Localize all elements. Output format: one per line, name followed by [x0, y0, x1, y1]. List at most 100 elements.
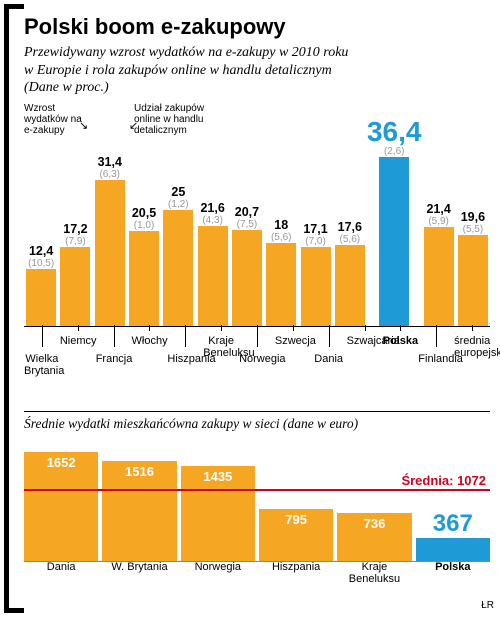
bar-value: 12,4 — [29, 245, 53, 258]
frame-bottom — [4, 608, 24, 613]
bar-label: Polska — [416, 558, 490, 585]
bar-column: 20,7(7,5) — [230, 206, 264, 327]
bar-value: 18 — [274, 219, 288, 232]
label-column: Norwegia — [239, 331, 275, 391]
bar-label: Szwajcaria — [347, 335, 383, 347]
tick — [42, 325, 43, 347]
bar-subvalue: (4,3) — [202, 216, 223, 226]
bar-column: 1516 — [102, 461, 176, 562]
label-column: Dania — [311, 331, 347, 391]
bar-subvalue: (5,6) — [340, 235, 361, 245]
bar — [60, 247, 90, 327]
bar-value: 25 — [171, 186, 185, 199]
bar-column: 795 — [259, 509, 333, 562]
bar: 736 — [337, 513, 411, 562]
bar-label: Hiszpania — [259, 558, 333, 585]
tick — [293, 325, 294, 331]
bar-subvalue: (7,0) — [305, 237, 326, 247]
bar — [163, 210, 193, 327]
bar-subvalue: (1,2) — [168, 200, 189, 210]
bar-column: 21,6(4,3) — [195, 202, 229, 327]
bar: 1652 — [24, 452, 98, 562]
bar-value: 17,2 — [63, 223, 87, 236]
bar-value: 20,7 — [235, 206, 259, 219]
bar-label: średnia europejska — [454, 335, 490, 359]
label-column: Hiszpania — [167, 331, 203, 391]
bar-column: 21,4(5,9) — [421, 203, 455, 327]
bar-highlight — [379, 157, 409, 327]
bar-column: 25(1,2) — [161, 186, 195, 327]
bar-value: 795 — [259, 512, 333, 527]
bar — [458, 235, 488, 327]
subtitle: Przewidywany wzrost wydatków na e-zakupy… — [24, 44, 490, 97]
tick — [185, 325, 186, 347]
bar-subvalue: (10,5) — [28, 259, 54, 269]
bar-value: 19,6 — [461, 211, 485, 224]
label-column: Niemcy — [60, 331, 96, 391]
bar-column: 736 — [337, 513, 411, 562]
bar-column: 12,4(10,5) — [24, 245, 58, 327]
bar — [95, 180, 125, 327]
bar — [26, 269, 56, 327]
label-column: Finlandia — [418, 331, 454, 391]
bar — [129, 231, 159, 327]
bar-value: 17,1 — [303, 223, 327, 236]
bar-subvalue: (5,9) — [428, 217, 449, 227]
bar: 1516 — [102, 461, 176, 562]
tick — [436, 325, 437, 347]
bar-label: Szwecja — [275, 335, 311, 347]
bar-value: 367 — [416, 510, 490, 538]
bar-subvalue: (2,6) — [384, 147, 405, 157]
bar-label: Norwegia — [239, 353, 275, 365]
bar-column: 1652 — [24, 452, 98, 562]
bar — [232, 230, 262, 327]
bar-value: 1652 — [24, 455, 98, 470]
bar-label: Wielka Brytania — [24, 353, 60, 377]
label-column: Kraje Beneluksu — [203, 331, 239, 391]
tick — [400, 325, 401, 331]
bar — [198, 226, 228, 327]
tick — [78, 325, 79, 331]
bar-label: Kraje Beneluksu — [203, 335, 239, 359]
bar-value: 736 — [337, 516, 411, 531]
tick — [221, 325, 222, 331]
label-column: Polska — [382, 331, 418, 391]
bar-value: 31,4 — [98, 156, 122, 169]
subtitle-line2: w Europie i rola zakupów online w handlu… — [24, 63, 332, 78]
subtitle-line3: (Dane w proc.) — [24, 80, 109, 95]
bar-column: 31,4(6,3) — [93, 156, 127, 327]
bar-label: Włochy — [132, 335, 168, 347]
bar-column: 17,6(5,6) — [333, 221, 367, 327]
bar-value: 21,4 — [426, 203, 450, 216]
label-column: Francja — [96, 331, 132, 391]
label-column: Szwajcaria — [347, 331, 383, 391]
chart2-title: Średnie wydatki mieszkańcówna zakupy w s… — [24, 411, 490, 432]
bar-label: W. Brytania — [102, 558, 176, 585]
bar-label: Norwegia — [181, 558, 255, 585]
chart-2-section: Średnie wydatki mieszkańcówna zakupy w s… — [24, 411, 490, 586]
bar-value: 1435 — [181, 469, 255, 484]
bar-column: 17,2(7,9) — [58, 223, 92, 327]
credit: ŁR — [481, 600, 494, 611]
tick — [114, 325, 115, 347]
bar-subvalue: (7,9) — [65, 237, 86, 247]
bar-column: 19,6(5,5) — [456, 211, 490, 327]
tick — [149, 325, 150, 331]
bar-subvalue: (1,0) — [134, 221, 155, 231]
average-label: Średnia: 1072 — [401, 473, 486, 488]
average-line — [24, 489, 490, 491]
tick — [365, 325, 366, 331]
bar-subvalue: (6,3) — [99, 170, 120, 180]
tick — [472, 325, 473, 331]
bar-subvalue: (5,6) — [271, 233, 292, 243]
bar-column: 36,4(2,6) — [367, 118, 422, 327]
tick — [329, 325, 330, 347]
subtitle-line1: Przewidywany wzrost wydatków na e-zakupy… — [24, 45, 348, 60]
bar-label: Hiszpania — [167, 353, 203, 365]
bar-value: 20,5 — [132, 207, 156, 220]
bar-column: 17,1(7,0) — [298, 223, 332, 327]
bar-subvalue: (7,5) — [237, 220, 258, 230]
bar-value: 1516 — [102, 464, 176, 479]
bar — [266, 243, 296, 327]
tick — [257, 325, 258, 347]
